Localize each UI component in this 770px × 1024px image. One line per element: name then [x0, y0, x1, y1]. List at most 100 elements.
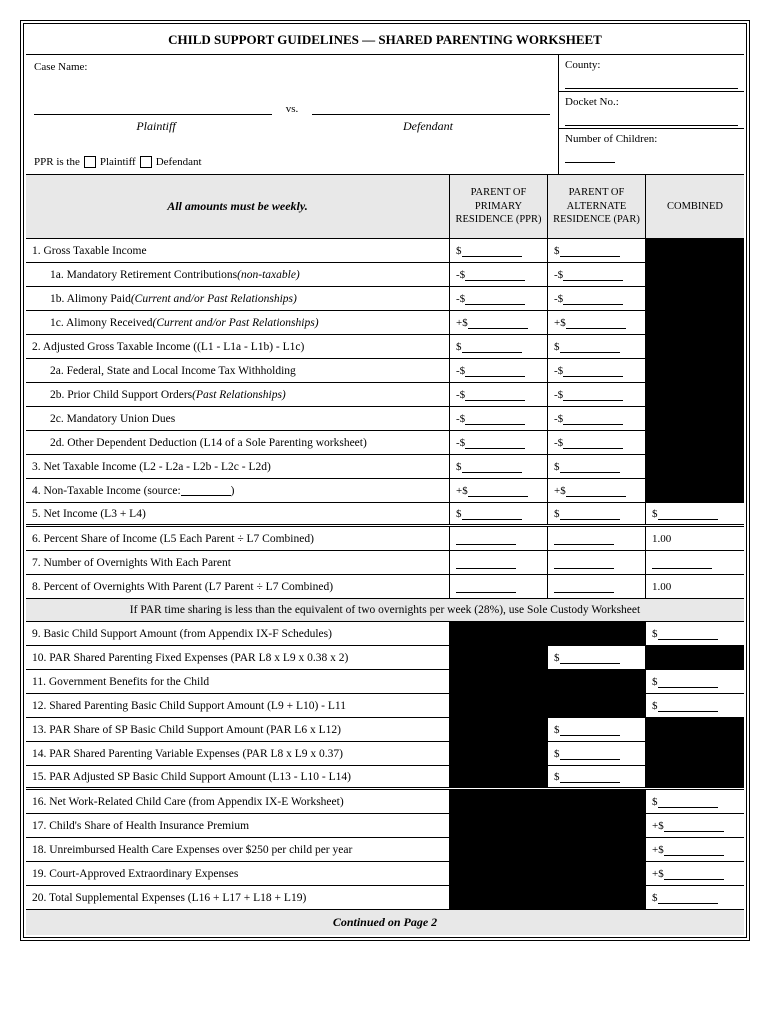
cell-blocked	[450, 742, 548, 765]
cell-input[interactable]: $	[548, 646, 646, 669]
table-row: 1b. Alimony Paid (Current and/or Past Re…	[26, 287, 744, 311]
cell-input[interactable]: $	[450, 335, 548, 358]
cell-input[interactable]: -$	[548, 431, 646, 454]
table-row: 6. Percent Share of Income (L5 Each Pare…	[26, 527, 744, 551]
cell-input[interactable]	[646, 551, 744, 574]
cell-input[interactable]: +$	[548, 479, 646, 502]
cell-input[interactable]: -$	[548, 287, 646, 310]
cell-input[interactable]: -$	[450, 407, 548, 430]
county-input-line[interactable]	[565, 75, 738, 89]
cell-blocked	[450, 718, 548, 741]
cell-input[interactable]: $	[548, 766, 646, 787]
vs-text: vs.	[280, 103, 305, 115]
cell-input[interactable]: +$	[646, 838, 744, 861]
ppr-plaintiff-checkbox[interactable]	[84, 156, 96, 168]
row-label: 1. Gross Taxable Income	[26, 239, 450, 262]
cell-blocked	[548, 886, 646, 909]
cell-input[interactable]: $	[450, 239, 548, 262]
cell-input[interactable]	[548, 527, 646, 550]
cell-input[interactable]: +$	[646, 862, 744, 885]
table-row: 11. Government Benefits for the Child$	[26, 670, 744, 694]
cell-blocked	[450, 646, 548, 669]
row-label: 20. Total Supplemental Expenses (L16 + L…	[26, 886, 450, 909]
cell-input[interactable]: $	[646, 670, 744, 693]
defendant-input-line[interactable]	[312, 101, 550, 115]
ppr-row: PPR is the Plaintiff Defendant	[34, 156, 550, 168]
cell-input[interactable]: $	[450, 503, 548, 524]
cell-blocked	[450, 622, 548, 645]
children-cell: Number of Children:	[559, 129, 744, 174]
row-label: 16. Net Work-Related Child Care (from Ap…	[26, 790, 450, 813]
cell-input[interactable]: +$	[646, 814, 744, 837]
cell-blocked	[548, 790, 646, 813]
cell-input[interactable]: -$	[450, 359, 548, 382]
cell-input[interactable]: -$	[548, 263, 646, 286]
cell-input[interactable]: $	[548, 335, 646, 358]
cell-blocked	[646, 479, 744, 502]
cell-input[interactable]: $	[548, 239, 646, 262]
cell-input[interactable]	[450, 551, 548, 574]
cell-value: 1.00	[646, 527, 744, 550]
cell-input[interactable]	[548, 575, 646, 598]
parties-row: vs.	[34, 101, 550, 115]
cell-blocked	[646, 455, 744, 478]
cell-blocked	[450, 790, 548, 813]
cell-input[interactable]: -$	[548, 359, 646, 382]
cell-input[interactable]: $	[548, 503, 646, 524]
table-row: 8. Percent of Overnights With Parent (L7…	[26, 575, 744, 599]
cell-input[interactable]	[548, 551, 646, 574]
cell-input[interactable]: -$	[450, 431, 548, 454]
rows-section-2: 9. Basic Child Support Amount (from Appe…	[26, 622, 744, 910]
cell-blocked	[548, 862, 646, 885]
cell-input[interactable]: $	[646, 503, 744, 524]
row-label: 1a. Mandatory Retirement Contributions (…	[26, 263, 450, 286]
children-input-line[interactable]	[565, 151, 615, 163]
cell-input[interactable]: +$	[548, 311, 646, 334]
cell-input[interactable]: $	[646, 790, 744, 813]
cell-input[interactable]: -$	[548, 383, 646, 406]
cell-blocked	[646, 263, 744, 286]
cell-input[interactable]: +$	[450, 479, 548, 502]
row-label: 13. PAR Share of SP Basic Child Support …	[26, 718, 450, 741]
defendant-label: Defendant	[306, 119, 550, 134]
cell-input[interactable]: +$	[450, 311, 548, 334]
instruction-header: All amounts must be weekly.	[26, 175, 450, 238]
cell-input[interactable]: $	[548, 718, 646, 741]
cell-input[interactable]: -$	[450, 287, 548, 310]
docket-input-line[interactable]	[565, 112, 738, 126]
cell-input[interactable]: -$	[450, 263, 548, 286]
cell-blocked	[646, 431, 744, 454]
row-label: 2d. Other Dependent Deduction (L14 of a …	[26, 431, 450, 454]
cell-input[interactable]: -$	[450, 383, 548, 406]
cell-input[interactable]: $	[646, 694, 744, 717]
combined-header: COMBINED	[646, 175, 744, 238]
table-row: 14. PAR Shared Parenting Variable Expens…	[26, 742, 744, 766]
row-label: 17. Child's Share of Health Insurance Pr…	[26, 814, 450, 837]
table-row: 15. PAR Adjusted SP Basic Child Support …	[26, 766, 744, 790]
cell-input[interactable]: $	[548, 455, 646, 478]
ppr-defendant-checkbox[interactable]	[140, 156, 152, 168]
cell-blocked	[646, 287, 744, 310]
cell-input[interactable]	[450, 527, 548, 550]
cell-input[interactable]: $	[646, 886, 744, 909]
row-label: 6. Percent Share of Income (L5 Each Pare…	[26, 527, 450, 550]
row-label: 10. PAR Shared Parenting Fixed Expenses …	[26, 646, 450, 669]
cell-input[interactable]: $	[646, 622, 744, 645]
footer-bar: Continued on Page 2	[26, 910, 744, 935]
table-row: 1. Gross Taxable Income$$	[26, 239, 744, 263]
cell-blocked	[646, 646, 744, 669]
cell-input[interactable]: $	[450, 455, 548, 478]
row-label: 8. Percent of Overnights With Parent (L7…	[26, 575, 450, 598]
cell-input[interactable]	[450, 575, 548, 598]
row-label: 19. Court-Approved Extraordinary Expense…	[26, 862, 450, 885]
row-label: 18. Unreimbursed Health Care Expenses ov…	[26, 838, 450, 861]
cell-blocked	[450, 886, 548, 909]
par-header: PARENT OF ALTERNATE RESIDENCE (PAR)	[548, 175, 646, 238]
cell-input[interactable]: -$	[548, 407, 646, 430]
cell-input[interactable]: $	[548, 742, 646, 765]
table-row: 20. Total Supplemental Expenses (L16 + L…	[26, 886, 744, 910]
cell-blocked	[450, 670, 548, 693]
row-label: 2a. Federal, State and Local Income Tax …	[26, 359, 450, 382]
cell-blocked	[646, 359, 744, 382]
plaintiff-input-line[interactable]	[34, 101, 272, 115]
